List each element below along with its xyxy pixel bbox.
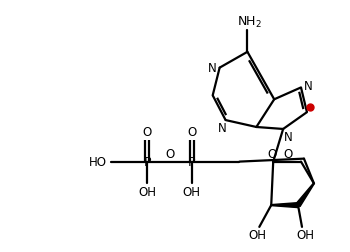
Polygon shape — [271, 203, 298, 208]
Text: O: O — [166, 148, 175, 161]
Text: OH: OH — [183, 185, 201, 198]
Text: NH$_2$: NH$_2$ — [237, 15, 262, 29]
Text: N: N — [218, 122, 227, 135]
Text: P: P — [144, 155, 151, 168]
Text: OH: OH — [296, 228, 314, 241]
Text: O: O — [187, 126, 196, 139]
Text: O: O — [284, 148, 293, 161]
Text: N: N — [303, 80, 312, 92]
Text: OH: OH — [248, 228, 266, 241]
Text: OH: OH — [138, 185, 156, 198]
Text: P: P — [188, 155, 196, 168]
Text: N: N — [208, 62, 217, 75]
Polygon shape — [296, 183, 314, 207]
Text: N: N — [284, 131, 293, 144]
Text: O: O — [267, 148, 276, 161]
Text: HO: HO — [89, 155, 107, 168]
Text: O: O — [142, 126, 152, 139]
